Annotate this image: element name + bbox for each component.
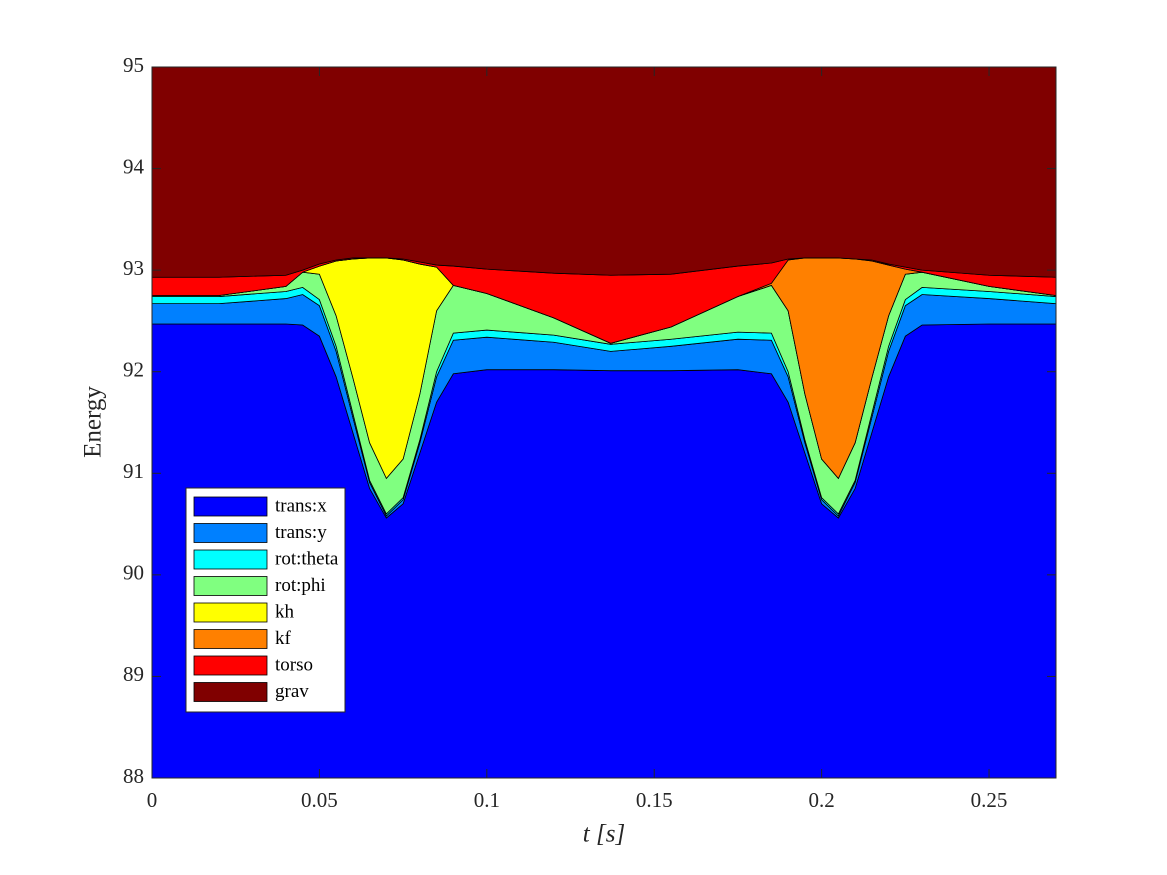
y-tick-label: 89 bbox=[123, 662, 144, 686]
y-tick-label: 88 bbox=[123, 764, 144, 788]
legend-label: kf bbox=[275, 628, 292, 649]
y-tick-label: 93 bbox=[123, 256, 144, 280]
legend-swatch bbox=[193, 576, 268, 596]
legend-swatch bbox=[193, 496, 268, 517]
legend-swatch bbox=[193, 602, 268, 623]
x-tick-label: 0.15 bbox=[636, 788, 673, 812]
legend-swatch bbox=[193, 549, 268, 570]
x-tick-label: 0.05 bbox=[301, 788, 338, 812]
legend-label: rot:theta bbox=[275, 548, 339, 569]
x-tick-label: 0 bbox=[147, 788, 158, 812]
y-tick-label: 90 bbox=[123, 561, 144, 585]
legend-swatch bbox=[193, 655, 268, 676]
legend-label: trans:x bbox=[275, 495, 327, 516]
y-tick-label: 92 bbox=[123, 358, 144, 382]
y-tick-label: 91 bbox=[123, 459, 144, 483]
legend-label: rot:phi bbox=[275, 575, 326, 596]
legend-swatch bbox=[193, 629, 268, 649]
y-axis-label: Energy bbox=[80, 386, 107, 458]
area bbox=[152, 67, 1056, 278]
legend-label: torso bbox=[275, 654, 313, 675]
legend-label: trans:y bbox=[275, 522, 327, 543]
x-tick-label: 0.25 bbox=[971, 788, 1008, 812]
x-axis-label: t [s] bbox=[583, 821, 625, 848]
plot-area bbox=[152, 67, 1056, 778]
legend-label: grav bbox=[275, 681, 309, 702]
legend-swatch bbox=[193, 682, 268, 702]
legend-label: kh bbox=[275, 601, 295, 622]
legend-swatch bbox=[193, 523, 268, 543]
y-tick-label: 95 bbox=[123, 53, 144, 77]
x-tick-label: 0.2 bbox=[809, 788, 835, 812]
axes-box bbox=[151, 66, 1057, 779]
x-tick-label: 0.1 bbox=[474, 788, 500, 812]
y-tick-label: 94 bbox=[123, 154, 145, 178]
